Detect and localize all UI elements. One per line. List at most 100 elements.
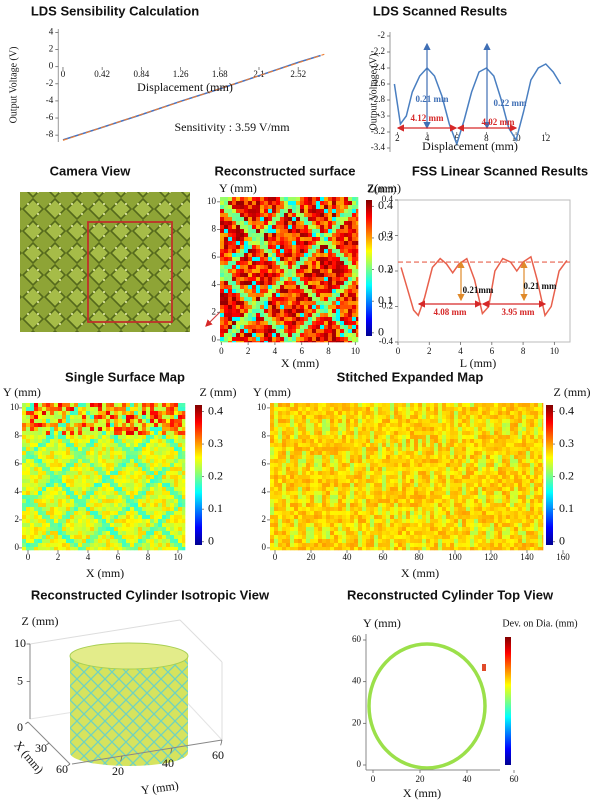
heatmap-cell xyxy=(358,535,362,539)
heatmap-cell xyxy=(336,309,340,313)
heatmap-cell xyxy=(418,523,422,527)
heatmap-cell xyxy=(366,439,370,443)
heatmap-cell xyxy=(350,455,354,459)
heatmap-cell xyxy=(274,519,278,523)
heatmap-cell xyxy=(122,415,126,419)
heatmap-cell xyxy=(318,451,322,455)
heatmap-cell xyxy=(442,491,446,495)
heatmap-cell xyxy=(232,261,236,265)
heatmap-cell xyxy=(58,415,62,419)
heatmap-cell xyxy=(312,289,316,293)
heatmap-cell xyxy=(478,479,482,483)
heatmap-cell xyxy=(366,411,370,415)
heatmap-cell xyxy=(320,209,324,213)
heatmap-cell xyxy=(220,209,224,213)
heatmap-cell xyxy=(356,241,358,245)
heatmap-cell xyxy=(356,297,358,301)
heatmap-cell xyxy=(166,507,170,511)
heatmap-cell xyxy=(386,415,390,419)
heatmap-cell xyxy=(304,233,308,237)
heatmap-cell xyxy=(102,531,106,535)
heatmap-cell xyxy=(336,329,340,333)
heatmap-cell xyxy=(308,253,312,257)
heatmap-cell xyxy=(232,301,236,305)
heatmap-cell xyxy=(366,467,370,471)
heatmap-cell xyxy=(418,427,422,431)
heatmap-cell xyxy=(122,547,126,550)
heatmap-cell xyxy=(358,491,362,495)
heatmap-cell xyxy=(228,305,232,309)
heatmap-cell xyxy=(340,269,344,273)
heatmap-cell xyxy=(470,479,474,483)
heatmap-cell xyxy=(50,475,54,479)
heatmap-cell xyxy=(102,423,106,427)
heatmap-cell xyxy=(22,527,26,531)
heatmap-cell xyxy=(282,443,286,447)
heatmap-cell xyxy=(406,539,410,543)
heatmap-cell xyxy=(134,463,138,467)
heatmap-cell xyxy=(310,487,314,491)
heatmap-cell xyxy=(170,535,174,539)
heatmap-cell xyxy=(398,495,402,499)
heatmap-cell xyxy=(288,209,292,213)
heatmap-cell xyxy=(298,527,302,531)
heatmap-cell xyxy=(382,499,386,503)
heatmap-cell xyxy=(398,435,402,439)
heatmap-cell xyxy=(352,237,356,241)
colorbar-tick-label: 0.1 xyxy=(208,501,223,515)
heatmap-cell xyxy=(154,483,158,487)
heatmap-cell xyxy=(300,217,304,221)
heatmap-cell xyxy=(268,325,272,329)
heatmap-cell xyxy=(90,407,94,411)
heatmap-cell xyxy=(272,237,276,241)
heatmap-cell xyxy=(134,495,138,499)
heatmap-cell xyxy=(296,329,300,333)
heatmap-cell xyxy=(390,467,394,471)
heatmap-cell xyxy=(130,507,134,511)
heatmap-cell xyxy=(338,495,342,499)
heatmap-cell xyxy=(42,411,46,415)
heatmap-cell xyxy=(410,483,414,487)
heatmap-cell xyxy=(300,321,304,325)
heatmap-cell xyxy=(458,527,462,531)
heatmap-cell xyxy=(294,447,298,451)
heatmap-cell xyxy=(178,539,182,543)
heatmap-cell xyxy=(326,463,330,467)
heatmap-cell xyxy=(326,495,330,499)
heatmap-cell xyxy=(94,415,98,419)
heatmap-cell xyxy=(438,523,442,527)
heatmap-cell xyxy=(78,487,82,491)
heatmap-cell xyxy=(162,467,166,471)
heatmap-cell xyxy=(236,225,240,229)
colorbar-tick-label: 0.3 xyxy=(208,436,223,450)
heatmap-cell xyxy=(50,503,54,507)
heatmap-cell xyxy=(46,539,50,543)
heatmap-cell xyxy=(232,321,236,325)
heatmap-cell xyxy=(70,543,74,547)
heatmap-cell xyxy=(426,503,430,507)
heatmap-cell xyxy=(314,447,318,451)
heatmap-cell xyxy=(244,213,248,217)
heatmap-cell xyxy=(146,415,150,419)
heatmap-cell xyxy=(426,459,430,463)
heatmap-cell xyxy=(38,443,42,447)
heatmap-cell xyxy=(326,535,330,539)
heatmap-cell xyxy=(340,241,344,245)
heatmap-cell xyxy=(414,539,418,543)
heatmap-cell xyxy=(134,523,138,527)
heatmap-cell xyxy=(228,233,232,237)
heatmap-cell xyxy=(446,483,450,487)
heatmap-cell xyxy=(310,455,314,459)
heatmap-cell xyxy=(244,249,248,253)
heatmap-cell xyxy=(374,435,378,439)
heatmap-cell xyxy=(98,507,102,511)
heatmap-cell xyxy=(166,431,170,435)
heatmap-cell xyxy=(418,543,422,547)
heatmap-cell xyxy=(370,487,374,491)
heatmap-cell xyxy=(374,403,378,407)
heatmap-cell xyxy=(170,467,174,471)
heatmap-cell xyxy=(386,431,390,435)
heatmap-cell xyxy=(134,507,138,511)
heatmap-cell xyxy=(374,479,378,483)
heatmap-cell xyxy=(406,531,410,535)
